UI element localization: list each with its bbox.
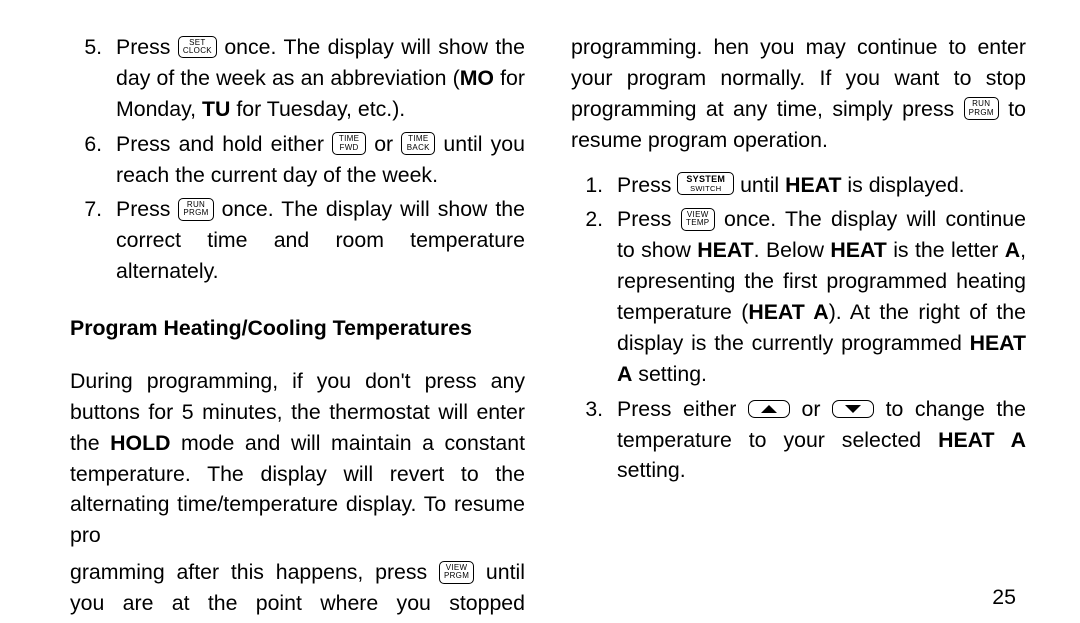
text: setting. — [617, 458, 686, 482]
bold-heat: HEAT — [830, 238, 886, 262]
text: setting. — [632, 362, 707, 386]
text: . Below — [754, 238, 831, 262]
view-temp-button-icon: VIEWTEMP — [681, 208, 715, 231]
run-prgm-button-icon: RUNPRGM — [178, 198, 213, 221]
bold-a: A — [1005, 238, 1020, 262]
text: or — [366, 132, 401, 156]
set-clock-button-icon: SETCLOCK — [178, 36, 217, 59]
bold-heat: HEAT — [785, 173, 841, 197]
r-step-1: Press SYSTEMSWITCH until HEAT is display… — [609, 170, 1026, 201]
text: is the letter — [887, 238, 1005, 262]
bold-heat: HEAT — [697, 238, 753, 262]
intro-paragraph-part1: During programming, if you don't press a… — [70, 366, 525, 551]
view-prgm-button-icon: VIEWPRGM — [439, 561, 474, 584]
manual-page: Press SETCLOCK once. The display will sh… — [0, 0, 1080, 623]
r-step-3: Press either or to change the temperatur… — [609, 394, 1026, 487]
text: gramming after this happens, press — [70, 560, 439, 584]
text: or — [790, 397, 832, 421]
step-5: Press SETCLOCK once. The display will sh… — [108, 32, 525, 125]
arrow-down-button-icon — [832, 400, 874, 418]
right-instruction-list: Press SYSTEMSWITCH until HEAT is display… — [571, 170, 1026, 487]
bold-heat-a: HEAT A — [938, 428, 1026, 452]
time-fwd-button-icon: TIMEFWD — [332, 132, 366, 155]
text: Press — [116, 35, 178, 59]
left-instruction-list: Press SETCLOCK once. The display will sh… — [70, 32, 525, 287]
step-6: Press and hold either TIMEFWD or TIMEBAC… — [108, 129, 525, 191]
r-step-2: Press VIEWTEMP once. The display will co… — [609, 204, 1026, 389]
bold-tu: TU — [202, 97, 230, 121]
text: Press either — [617, 397, 748, 421]
run-prgm-button-icon: RUNPRGM — [964, 97, 999, 120]
section-heading: Program Heating/Cooling Temperatures — [70, 313, 525, 344]
time-back-button-icon: TIMEBACK — [401, 132, 435, 155]
text: for Tuesday, etc.). — [230, 97, 405, 121]
arrow-up-button-icon — [748, 400, 790, 418]
text: until — [734, 173, 785, 197]
bold-mo: MO — [460, 66, 494, 90]
system-switch-button-icon: SYSTEMSWITCH — [677, 172, 734, 195]
text: Press and hold either — [116, 132, 332, 156]
text: is displayed. — [841, 173, 964, 197]
text: Press — [617, 207, 681, 231]
bold-heat-a: HEAT A — [748, 300, 828, 324]
bold-hold: HOLD — [110, 431, 170, 455]
page-number: 25 — [992, 582, 1016, 613]
text: Press — [617, 173, 677, 197]
text: Press — [116, 197, 178, 221]
step-7: Press RUNPRGM once. The display will sho… — [108, 194, 525, 287]
